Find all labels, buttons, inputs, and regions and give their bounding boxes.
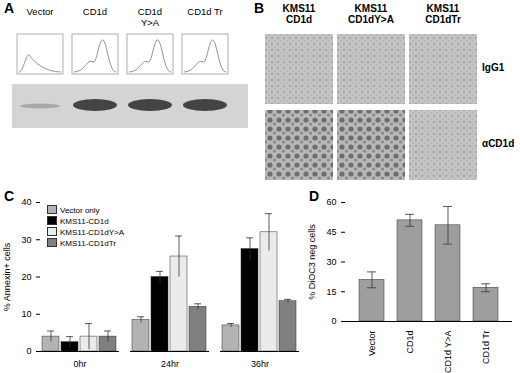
svg-text:% DiOC3 neg cells: % DiOC3 neg cells <box>307 224 317 300</box>
svg-text:30: 30 <box>326 257 336 267</box>
html-text:Vector: Vector <box>26 6 54 17</box>
svg-text:Vector: Vector <box>367 330 377 356</box>
svg-text:36hr: 36hr <box>251 359 269 369</box>
html-text:CD1d Y>A: CD1d Y>A <box>137 6 163 28</box>
svg-text:0hr: 0hr <box>73 359 86 369</box>
svg-text:24hr: 24hr <box>161 359 179 369</box>
html-text:KMS11-CD1d: KMS11-CD1d <box>60 217 109 226</box>
svg-text:30: 30 <box>21 235 31 245</box>
html-text:Vector only: Vector only <box>60 206 100 215</box>
html-text:CD1d: CD1d <box>82 6 108 17</box>
html-text:KMS11-CD1dY>A: KMS11-CD1dY>A <box>60 228 125 237</box>
svg-text:CD1d Tr: CD1d Tr <box>481 331 491 365</box>
html-text:αCD1d: αCD1d <box>482 138 515 149</box>
svg-text:0: 0 <box>331 316 336 326</box>
html-text:KMS11 CD1d: KMS11 CD1d <box>282 3 316 25</box>
svg-text:10: 10 <box>21 309 31 319</box>
html-text:KMS11 CD1dY>A: KMS11 CD1dY>A <box>348 3 394 25</box>
svg-text:20: 20 <box>21 272 31 282</box>
html-text:C: C <box>4 188 15 204</box>
svg-text:CD1d: CD1d <box>405 331 415 354</box>
html-text:KMS11-CD1dTr: KMS11-CD1dTr <box>60 239 116 248</box>
svg-text:CD1d Y>A: CD1d Y>A <box>443 331 453 373</box>
svg-text:% Annexin+ cells: % Annexin+ cells <box>2 242 12 311</box>
html-text:KMS11 CD1dTr: KMS11 CD1dTr <box>425 3 461 25</box>
html-text:A: A <box>4 0 15 16</box>
html-text:B: B <box>254 0 265 16</box>
svg-text:15: 15 <box>326 287 336 297</box>
html-text:IgG1: IgG1 <box>482 62 505 73</box>
html-text:CD1d Tr: CD1d Tr <box>187 6 223 17</box>
svg-text:45: 45 <box>326 227 336 237</box>
svg-text:60: 60 <box>326 197 336 207</box>
html-text:D: D <box>309 188 320 204</box>
svg-text:40: 40 <box>21 197 31 207</box>
svg-text:0: 0 <box>26 346 31 356</box>
